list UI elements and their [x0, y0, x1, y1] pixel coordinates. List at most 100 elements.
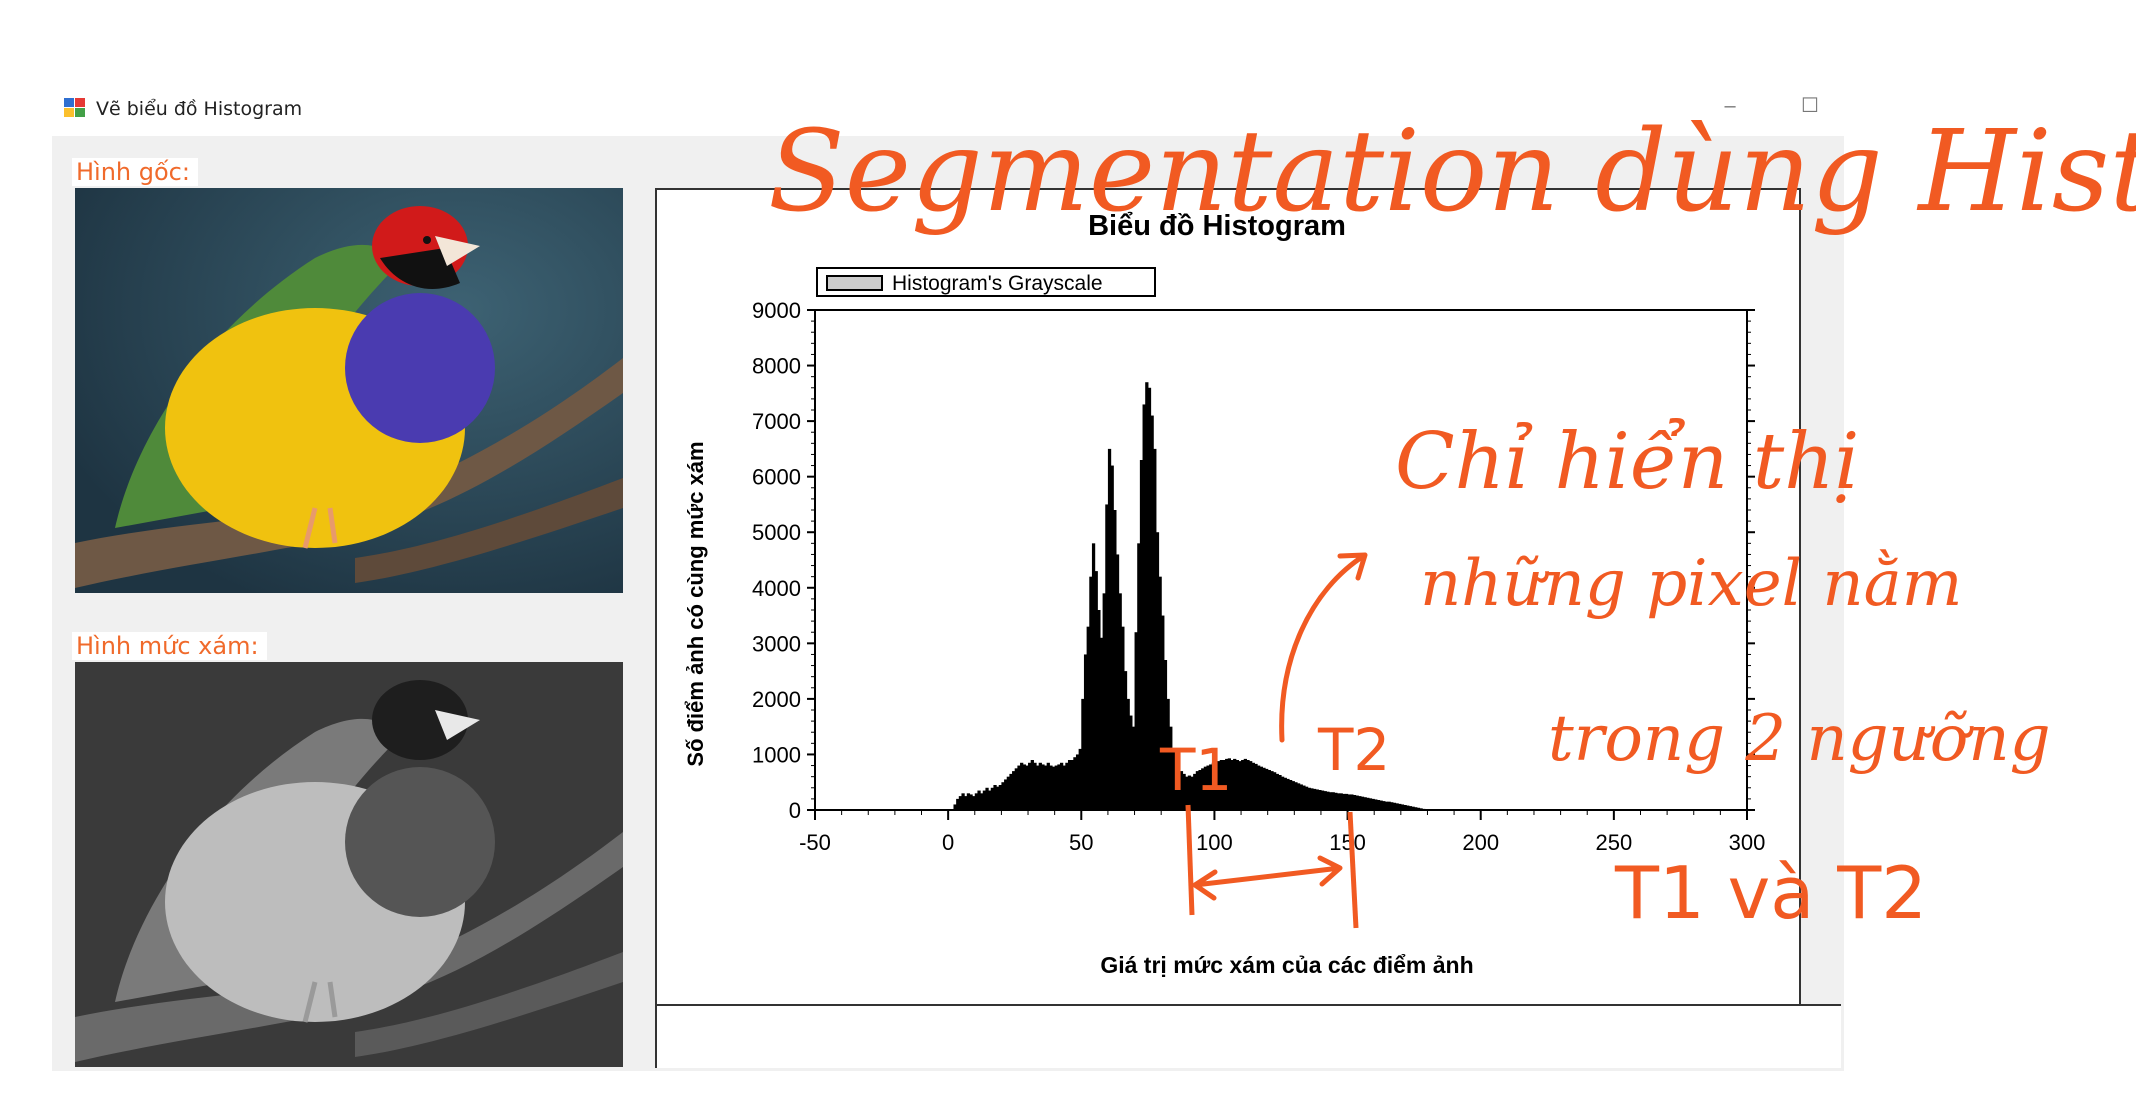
window-title: Vẽ biểu đồ Histogram — [96, 98, 303, 120]
histogram-bar — [1310, 788, 1314, 810]
histogram-bar — [1225, 758, 1229, 810]
y-tick-label: 9000 — [752, 298, 801, 323]
histogram-bar — [1009, 773, 1013, 810]
histogram-bar — [1267, 770, 1271, 810]
histogram-bar — [1211, 762, 1216, 810]
histogram-bar — [1083, 654, 1088, 810]
x-tick-label: -50 — [799, 830, 831, 855]
histogram-bar — [1145, 382, 1149, 810]
original-image — [75, 188, 623, 593]
histogram-bar — [1422, 808, 1426, 810]
histogram-bar — [974, 793, 979, 810]
histogram-bar — [1169, 726, 1173, 810]
histogram-bar — [1153, 448, 1157, 810]
histogram-bar — [1017, 765, 1021, 810]
histogram-bar — [1214, 761, 1218, 810]
histogram-bar — [1190, 776, 1194, 810]
y-axis-label: Số điểm ảnh có cùng mức xám — [683, 441, 708, 766]
y-tick-label: 4000 — [752, 576, 801, 601]
window-titlebar: Vẽ biểu đồ Histogram – ☐ — [52, 92, 1852, 132]
histogram-bar — [961, 793, 965, 810]
histogram-bar — [1174, 760, 1178, 810]
histogram-bar — [1270, 771, 1274, 810]
histogram-bar — [1161, 615, 1165, 810]
histogram-bar — [1384, 801, 1389, 810]
histogram-bar — [1326, 791, 1330, 810]
histogram-bar — [1257, 765, 1261, 810]
x-tick-label: 0 — [942, 830, 954, 855]
histogram-bar — [1254, 763, 1258, 810]
histogram-bar — [1382, 801, 1386, 810]
histogram-bar — [1041, 764, 1045, 810]
histogram-bar — [1131, 726, 1136, 810]
histogram-bar — [1235, 760, 1239, 810]
histogram-bar — [1304, 786, 1309, 810]
histogram-bar — [1193, 773, 1197, 810]
histogram-bar — [988, 790, 992, 810]
histogram-bar — [1123, 671, 1128, 810]
histogram-bar — [1033, 762, 1037, 810]
histogram-bar — [1366, 797, 1370, 810]
histogram-bar — [1073, 757, 1077, 810]
histogram-bar — [1126, 698, 1130, 810]
histogram-bar — [1006, 776, 1010, 810]
y-tick-label: 3000 — [752, 631, 801, 656]
histogram-bar — [1107, 448, 1112, 810]
histogram-bar — [1222, 760, 1226, 810]
histogram-bar — [982, 790, 987, 810]
histogram-bar — [1187, 775, 1192, 810]
histogram-bar — [1318, 790, 1322, 810]
histogram-bar — [1054, 765, 1058, 810]
histogram-bar — [1179, 771, 1184, 810]
histogram-bar — [1046, 762, 1050, 810]
histogram-bar — [1281, 776, 1285, 810]
plot-area — [814, 309, 1748, 811]
histogram-bar — [993, 785, 997, 810]
histogram-bar — [1012, 771, 1016, 810]
histogram-bar — [1342, 793, 1346, 810]
maximize-button[interactable]: ☐ — [1801, 95, 1819, 117]
histogram-bar — [1129, 715, 1133, 810]
histogram-bar — [1227, 758, 1232, 810]
histogram-bar — [996, 786, 1000, 810]
histogram-bar — [1406, 805, 1410, 810]
histogram-bar — [1004, 779, 1008, 810]
histogram-bar — [1025, 765, 1029, 810]
histogram-bar — [1049, 765, 1053, 810]
histogram-bar — [1059, 762, 1064, 810]
grayscale-image — [75, 662, 623, 1067]
histogram-bar — [1065, 762, 1069, 810]
histogram-bar — [1249, 761, 1253, 810]
histogram-bar — [1312, 788, 1317, 810]
histogram-bar — [1203, 766, 1208, 810]
histogram-bar — [1166, 698, 1170, 810]
histogram-bar — [1291, 781, 1295, 810]
histogram-bar — [1414, 807, 1418, 810]
legend-label: Histogram's Grayscale — [892, 272, 1103, 295]
minimize-button[interactable]: – — [1724, 95, 1736, 117]
grayscale-image-label: Hình mức xám: — [72, 632, 267, 660]
histogram-bar — [1036, 765, 1040, 810]
histogram-bar — [1299, 784, 1303, 810]
histogram-bar — [1328, 792, 1333, 810]
histogram-bar — [1400, 804, 1405, 810]
histogram-bar — [1137, 543, 1141, 810]
y-tick-label: 8000 — [752, 354, 801, 379]
histogram-bar — [1078, 748, 1082, 810]
histogram-bar — [1062, 765, 1066, 810]
histogram-bar — [953, 804, 957, 810]
histogram-bar — [1030, 760, 1034, 810]
histogram-bar — [1219, 760, 1224, 810]
histogram-bar — [1099, 637, 1104, 810]
histogram-bar — [1288, 780, 1293, 810]
histogram-bar — [1344, 793, 1349, 810]
histogram-bar — [1334, 792, 1338, 810]
histogram-bar — [1398, 803, 1402, 810]
histogram-bar — [1051, 766, 1056, 810]
histogram-bar — [1091, 543, 1096, 810]
histogram-bar — [1238, 761, 1242, 810]
x-tick-label: 100 — [1196, 830, 1233, 855]
histogram-bar — [1296, 783, 1301, 810]
histogram-bar — [1419, 808, 1423, 810]
histogram-bar — [1121, 626, 1125, 810]
